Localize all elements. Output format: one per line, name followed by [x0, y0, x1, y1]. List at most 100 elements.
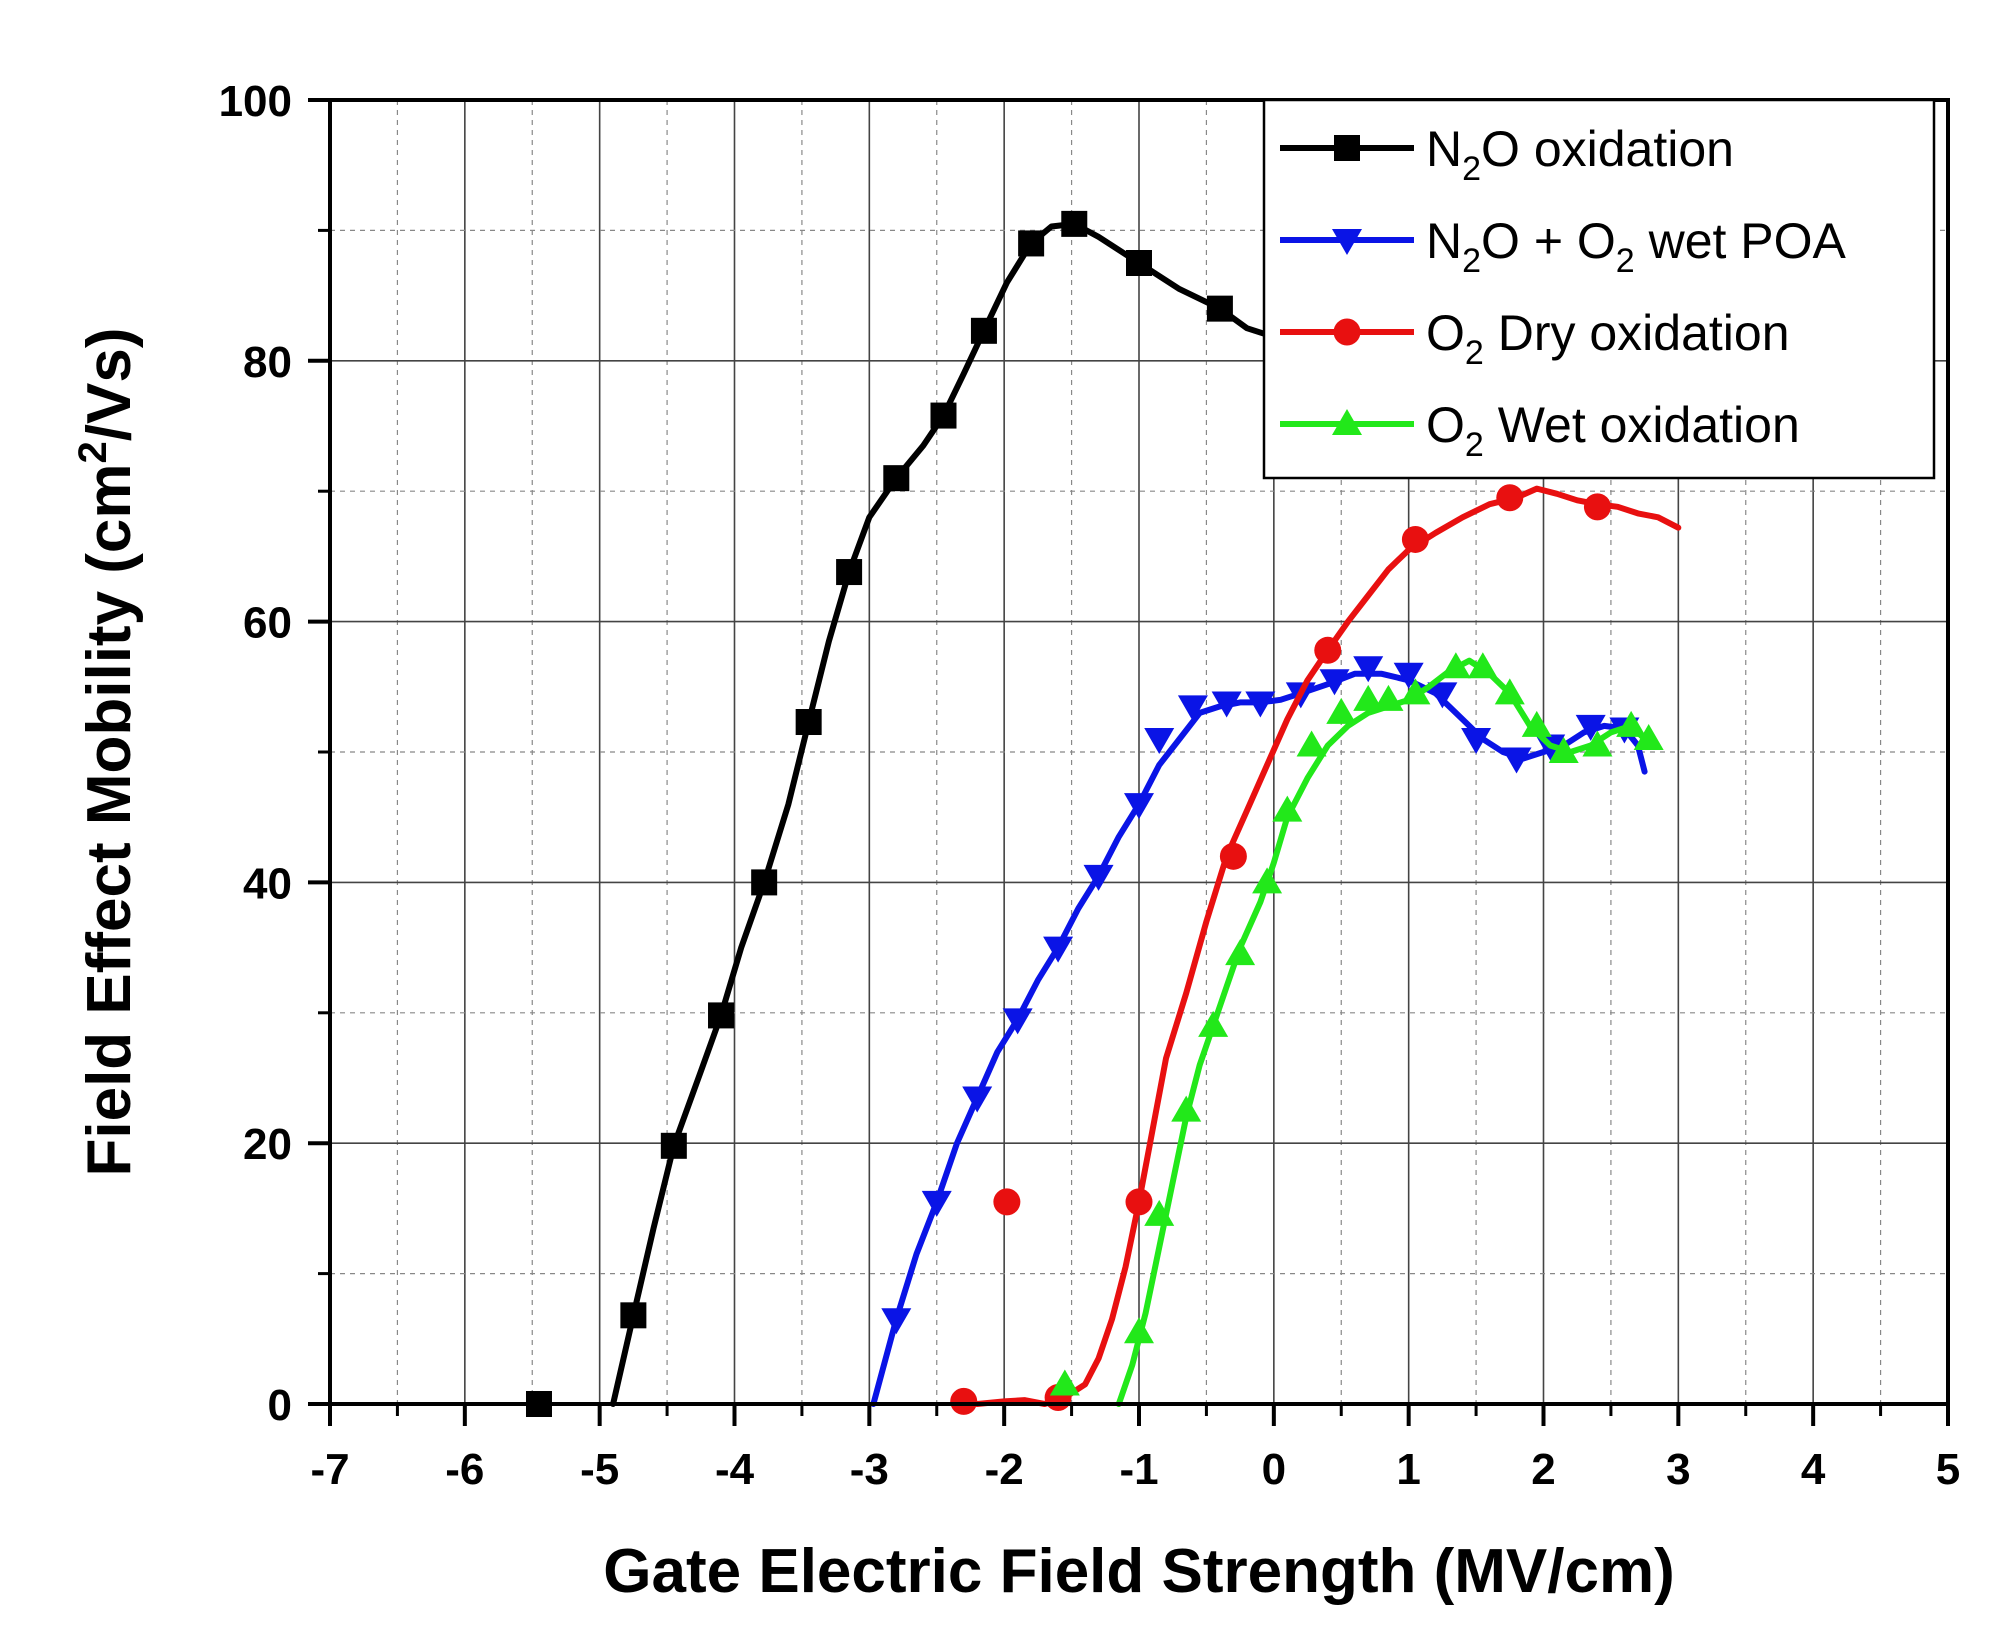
x-tick-label: -6: [445, 1445, 484, 1494]
data-point: [1314, 636, 1342, 664]
x-tick-label: 4: [1801, 1445, 1826, 1494]
data-point: [881, 1308, 912, 1335]
legend-label-subscript: 2: [1465, 334, 1484, 372]
legend-label-text: wet POA: [1635, 213, 1847, 269]
series-line: [954, 485, 1682, 1407]
y-tick-label: 0: [268, 1381, 292, 1430]
x-tick-label: -1: [1119, 1445, 1158, 1494]
x-tick-label: 3: [1666, 1445, 1690, 1494]
x-tick-label: -7: [310, 1445, 349, 1494]
legend-label-subscript: 2: [1462, 150, 1481, 188]
data-point: [1125, 1188, 1153, 1216]
data-point: [1043, 936, 1074, 963]
series-line: [870, 670, 1648, 1407]
data-point: [1401, 525, 1429, 553]
data-point: [950, 1387, 978, 1415]
axis-ticks: -7 -6 -5 -4 -3 -2 -1 0 1 2 3 4 5 0 20 40 60 80 100: [219, 77, 1961, 1494]
y-axis-title-main: Field Effect Mobility (cm: [75, 463, 144, 1176]
data-point: [1326, 697, 1357, 724]
data-point: [1633, 723, 1664, 750]
legend-item: N2O oxidation: [1280, 121, 1734, 188]
legend-item: O2 Dry oxidation: [1280, 305, 1790, 372]
data-point: [1126, 250, 1152, 276]
series-3: [950, 484, 1682, 1415]
data-point: [921, 1190, 952, 1217]
data-point: [660, 1132, 687, 1159]
data-point: [1219, 842, 1247, 870]
data-point: [1440, 652, 1471, 679]
legend-label-text: O: [1426, 305, 1465, 361]
y-tick-label: 20: [243, 1120, 292, 1169]
x-tick-label: -5: [580, 1445, 619, 1494]
data-point: [1494, 678, 1525, 705]
data-point: [1582, 730, 1613, 757]
data-point: [751, 869, 778, 896]
y-tick-label: 60: [243, 599, 292, 648]
data-point: [1252, 867, 1283, 894]
legend-label-subscript: 2: [1465, 426, 1484, 464]
series-1: [525, 210, 1271, 1417]
series-line: [1115, 657, 1648, 1407]
data-point: [1353, 684, 1384, 711]
x-tick-label: 1: [1396, 1445, 1420, 1494]
data-point: [993, 1188, 1021, 1216]
y-axis-title-superscript: 2: [71, 441, 115, 463]
y-axis-title-unit: /Vs): [75, 327, 144, 441]
data-point: [1061, 210, 1088, 237]
data-point: [1296, 730, 1327, 757]
data-point: [1353, 656, 1384, 683]
legend-label: O2 Wet oxidation: [1426, 397, 1800, 464]
data-point: [1177, 695, 1208, 722]
data-point: [1144, 727, 1175, 754]
data-point: [1049, 1369, 1080, 1396]
legend-label-text: Wet oxidation: [1484, 397, 1800, 453]
legend-marker: [1334, 135, 1360, 161]
data-point: [1144, 1199, 1175, 1226]
data-point: [1461, 727, 1492, 754]
legend-label-text: O oxidation: [1481, 121, 1734, 177]
legend-item: O2 Wet oxidation: [1280, 397, 1800, 464]
data-point: [1124, 1317, 1154, 1344]
series-line: [610, 220, 1271, 1407]
data-point: [1198, 1010, 1229, 1037]
legend-box: [1262, 98, 1936, 480]
data-point: [1400, 678, 1431, 705]
data-point: [1616, 710, 1647, 737]
y-tick-label: 100: [219, 77, 292, 126]
x-tick-label: 0: [1262, 1445, 1286, 1494]
data-point: [970, 317, 997, 344]
data-point: [1206, 295, 1233, 322]
y-axis-title: Field Effect Mobility (cm2/Vs): [71, 327, 144, 1176]
legend-label: N2O oxidation: [1426, 121, 1734, 188]
legend-label-text: O: [1426, 397, 1465, 453]
data-point: [1211, 691, 1242, 718]
data-point: [1548, 737, 1579, 763]
data-point: [1124, 793, 1154, 820]
data-point: [1083, 864, 1114, 891]
data-point: [1171, 1095, 1202, 1122]
data-point: [1002, 1008, 1033, 1035]
x-tick-label: -4: [715, 1445, 755, 1494]
data-point: [883, 465, 910, 492]
data-point: [1319, 669, 1350, 696]
legend-marker: [1333, 318, 1361, 346]
legend-label-subscript: 2: [1616, 242, 1635, 280]
data-point: [1245, 691, 1276, 718]
y-tick-label: 40: [243, 859, 292, 908]
data-point: [1496, 484, 1524, 512]
data-point: [1583, 493, 1611, 521]
data-point: [1272, 795, 1303, 822]
data-point: [1467, 652, 1498, 679]
legend-marker: [1332, 229, 1362, 255]
data-point: [708, 1002, 735, 1029]
legend-label-text: N: [1426, 121, 1462, 177]
x-axis-title: Gate Electric Field Strength (MV/cm): [603, 1537, 1674, 1606]
data-point: [1575, 714, 1606, 741]
legend-label: O2 Dry oxidation: [1426, 305, 1790, 372]
legend-label-text: Dry oxidation: [1484, 305, 1790, 361]
data-point: [1501, 747, 1532, 774]
x-tick-label: -3: [850, 1445, 889, 1494]
data-point: [1373, 684, 1404, 711]
